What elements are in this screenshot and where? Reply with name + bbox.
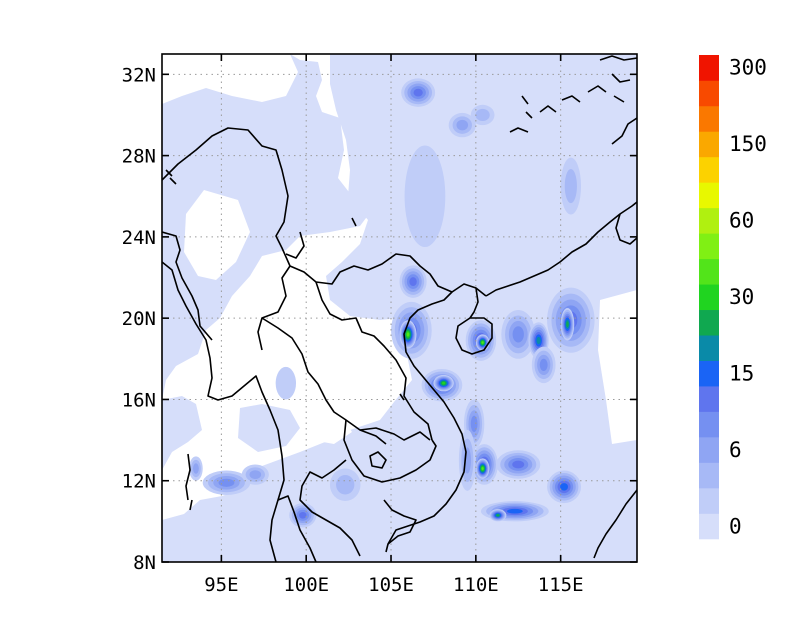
contour-region-6-level-10 <box>406 332 410 337</box>
contour-region-10-level-10 <box>481 341 484 344</box>
colorbar-box-4 <box>699 411 719 438</box>
y-tick-label-2: 16N <box>122 389 156 411</box>
colorbar-label-4: 60 <box>729 209 754 233</box>
lake-islets <box>165 169 405 401</box>
y-tick-label-5: 28N <box>122 146 156 168</box>
colorbar-box-2 <box>699 462 719 489</box>
colorbar-box-13 <box>699 182 719 209</box>
leizhou <box>469 287 479 319</box>
colorbar-box-12 <box>699 207 719 234</box>
contour-region-3-level-1 <box>404 145 446 248</box>
colorbar-box-16 <box>699 105 719 132</box>
china-coast <box>485 201 637 297</box>
coastlines-borders <box>162 55 637 562</box>
contour-region-23-level-5 <box>299 511 307 519</box>
thai-gulf-coast <box>299 459 361 557</box>
colorbar-box-7 <box>699 335 719 361</box>
contour-region-26-level-3 <box>193 463 199 474</box>
mekong-delta <box>383 499 417 545</box>
contour-region-18-level-10 <box>481 467 484 470</box>
colorbar-label-3: 30 <box>729 285 754 309</box>
vietnam-coast <box>385 291 467 553</box>
colorbar-box-17 <box>699 80 719 107</box>
y-tick-label-1: 12N <box>122 471 156 493</box>
myanmar-coast <box>162 261 285 562</box>
contour-region-11-level-4 <box>512 326 524 343</box>
contour-regions <box>189 78 595 528</box>
colorbar-box-6 <box>699 360 719 387</box>
cambodia-border <box>343 419 437 483</box>
contour-region-30-level-1 <box>275 366 297 400</box>
colorbar-box-9 <box>699 284 719 311</box>
x-tick-label-4: 115E <box>538 574 584 596</box>
y-tick-label-0: 8N <box>133 552 156 574</box>
colorbar-label-6: 300 <box>729 56 767 80</box>
colorbar-box-3 <box>699 437 719 463</box>
x-tick-label-3: 110E <box>453 574 499 596</box>
plot-frame <box>161 53 638 563</box>
colorbar-box-8 <box>699 309 719 336</box>
contour-region-14-level-8 <box>566 321 569 328</box>
colorbar-box-11 <box>699 233 719 260</box>
colorbar-box-15 <box>699 131 719 158</box>
colorbar-box-0 <box>699 513 719 540</box>
western-border <box>162 231 213 341</box>
y-tick-label-6: 32N <box>122 64 156 86</box>
contour-region-0-level-5 <box>413 88 423 97</box>
contour-region-2-level-2 <box>475 108 490 122</box>
colorbar-label-0: 0 <box>729 514 742 538</box>
contour-region-19-level-5 <box>512 460 525 469</box>
contour-region-15-level-4 <box>539 358 548 371</box>
colorbar-label-1: 6 <box>729 438 742 462</box>
contour-region-24-level-4 <box>218 478 235 487</box>
colorbar: 0 6 15 30 60 150 300 <box>699 55 767 540</box>
contour-region-22-level-8 <box>496 514 500 517</box>
x-tick-label-0: 95E <box>204 574 238 596</box>
taiwan-edge <box>615 213 637 245</box>
colorbar-box-5 <box>699 386 719 412</box>
coast-north <box>521 55 637 119</box>
andaman-islands <box>185 453 193 511</box>
east-coast <box>611 117 637 145</box>
contour-region-27-level-2 <box>564 169 577 204</box>
tonle-sap <box>369 451 387 469</box>
colorbar-label-5: 150 <box>729 132 767 156</box>
yangtze-islets <box>509 85 607 133</box>
colorbar-label-2: 15 <box>729 361 754 385</box>
contour-region-29-level-2 <box>336 475 355 495</box>
peninsula-coast <box>277 495 317 562</box>
laos-border <box>315 281 433 441</box>
tibet-border <box>162 127 487 297</box>
contour-region-16-level-4 <box>470 415 478 432</box>
x-tick-label-1: 100E <box>283 574 329 596</box>
axes: 95E 100E 105E 110E 115E 8N 12N 16N 20N 24N 28N 32N <box>122 54 637 596</box>
no-data-gaps <box>162 54 637 444</box>
x-tick-label-2: 105E <box>368 574 414 596</box>
colorbar-box-14 <box>699 156 719 183</box>
y-tick-label-3: 20N <box>122 308 156 330</box>
colorbar-box-18 <box>699 55 719 81</box>
contour-region-4-level-5 <box>409 277 417 287</box>
colorbar-box-10 <box>699 258 719 285</box>
contour-region-8-level-9 <box>442 381 446 385</box>
yunnan-border <box>257 231 305 351</box>
contour-region-20-level-6 <box>560 483 568 491</box>
contour-region-25-level-3 <box>249 470 262 479</box>
thailand-border <box>261 317 387 445</box>
hainan-island <box>455 317 493 355</box>
colorbar-box-1 <box>699 488 719 514</box>
contour-region-12-level-7 <box>536 336 541 345</box>
y-tick-label-4: 24N <box>122 227 156 249</box>
contour-region-1-level-3 <box>456 119 469 131</box>
contour-region-21-level-6 <box>507 508 523 514</box>
philippines-edge <box>593 489 637 559</box>
